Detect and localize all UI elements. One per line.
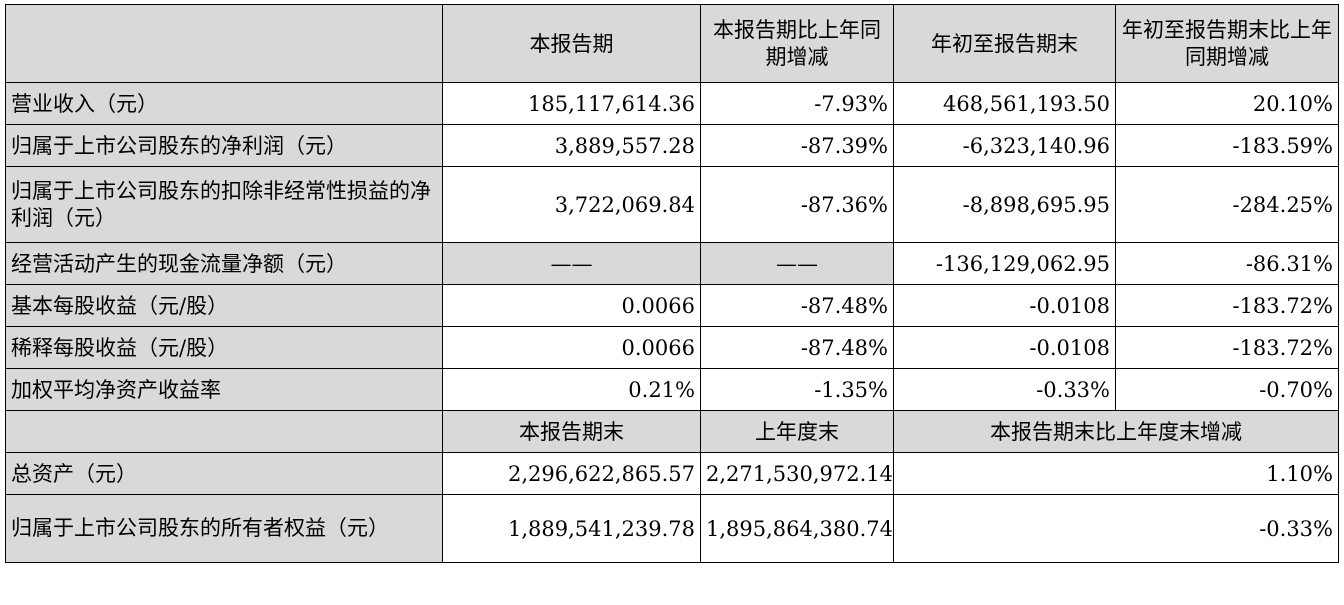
cell-value: 2,271,530,972.14 <box>700 452 894 495</box>
table-row: 归属于上市公司股东的扣除非经常性损益的净利润（元） 3,722,069.84 -… <box>5 166 1339 243</box>
cell-value: -86.31% <box>1115 242 1339 285</box>
cell-value: -0.0108 <box>893 326 1116 369</box>
table-row: 总资产（元） 2,296,622,865.57 2,271,530,972.14… <box>5 452 1339 495</box>
cell-value: -87.48% <box>700 326 894 369</box>
cell-value: 20.10% <box>1115 82 1339 125</box>
row-label-roe: 加权平均净资产收益率 <box>5 368 443 411</box>
row-label-diluted-eps: 稀释每股收益（元/股） <box>5 326 443 369</box>
cell-value: 1.10% <box>893 452 1339 495</box>
cell-value: -183.72% <box>1115 326 1339 369</box>
col-header-current-period-yoy: 本报告期比上年同期增减 <box>700 4 894 83</box>
col-header-current-period: 本报告期 <box>442 4 701 83</box>
row-label-equity: 归属于上市公司股东的所有者权益（元） <box>5 494 443 563</box>
col-header-ytd-yoy: 年初至报告期末比上年同期增减 <box>1115 4 1339 83</box>
cell-value: -136,129,062.95 <box>893 242 1116 285</box>
col-header-period-end: 本报告期末 <box>442 410 701 453</box>
cell-value: -183.59% <box>1115 124 1339 167</box>
row-label-total-assets: 总资产（元） <box>5 452 443 495</box>
cell-value: 0.0066 <box>442 326 701 369</box>
row-label-net-profit: 归属于上市公司股东的净利润（元） <box>5 124 443 167</box>
financial-summary-table: 本报告期 本报告期比上年同期增减 年初至报告期末 年初至报告期末比上年同期增减 … <box>5 4 1339 563</box>
cell-value: 2,296,622,865.57 <box>442 452 701 495</box>
cell-value: 468,561,193.50 <box>893 82 1116 125</box>
cell-value: -0.33% <box>893 494 1339 563</box>
table-row: 加权平均净资产收益率 0.21% -1.35% -0.33% -0.70% <box>5 368 1339 411</box>
table-row: 基本每股收益（元/股） 0.0066 -87.48% -0.0108 -183.… <box>5 284 1339 327</box>
header-row-balance: 本报告期末 上年度末 本报告期末比上年度末增减 <box>5 410 1339 453</box>
table-row: 归属于上市公司股东的净利润（元） 3,889,557.28 -87.39% -6… <box>5 124 1339 167</box>
cell-value: 0.0066 <box>442 284 701 327</box>
col-header-prior-year-end: 上年度末 <box>700 410 894 453</box>
table-row: 经营活动产生的现金流量净额（元） —— —— -136,129,062.95 -… <box>5 242 1339 285</box>
cell-value: -0.70% <box>1115 368 1339 411</box>
cell-value: -1.35% <box>700 368 894 411</box>
table-row: 归属于上市公司股东的所有者权益（元） 1,889,541,239.78 1,89… <box>5 494 1339 563</box>
cell-value: -87.36% <box>700 166 894 243</box>
cell-value: -8,898,695.95 <box>893 166 1116 243</box>
row-label-operating-cash-flow: 经营活动产生的现金流量净额（元） <box>5 242 443 285</box>
header-corner-cell <box>5 4 443 83</box>
cell-value: -0.0108 <box>893 284 1116 327</box>
row-label-net-profit-deducted: 归属于上市公司股东的扣除非经常性损益的净利润（元） <box>5 166 443 243</box>
cell-value: -284.25% <box>1115 166 1339 243</box>
col-header-change-vs-prior-year-end: 本报告期末比上年度末增减 <box>893 410 1339 453</box>
col-header-ytd: 年初至报告期末 <box>893 4 1116 83</box>
cell-value: -183.72% <box>1115 284 1339 327</box>
row-label-revenue: 营业收入（元） <box>5 82 443 125</box>
cell-value: 1,889,541,239.78 <box>442 494 701 563</box>
cell-value: -6,323,140.96 <box>893 124 1116 167</box>
header-corner-cell <box>5 410 443 453</box>
cell-value: 0.21% <box>442 368 701 411</box>
cell-value: -87.39% <box>700 124 894 167</box>
cell-value: 1,895,864,380.74 <box>700 494 894 563</box>
cell-value-dash: —— <box>700 242 894 285</box>
cell-value: -0.33% <box>893 368 1116 411</box>
table-row: 稀释每股收益（元/股） 0.0066 -87.48% -0.0108 -183.… <box>5 326 1339 369</box>
cell-value: -87.48% <box>700 284 894 327</box>
row-label-basic-eps: 基本每股收益（元/股） <box>5 284 443 327</box>
table-row: 营业收入（元） 185,117,614.36 -7.93% 468,561,19… <box>5 82 1339 125</box>
cell-value-dash: —— <box>442 242 701 285</box>
cell-value: 185,117,614.36 <box>442 82 701 125</box>
cell-value: -7.93% <box>700 82 894 125</box>
header-row-period: 本报告期 本报告期比上年同期增减 年初至报告期末 年初至报告期末比上年同期增减 <box>5 4 1339 83</box>
cell-value: 3,889,557.28 <box>442 124 701 167</box>
cell-value: 3,722,069.84 <box>442 166 701 243</box>
